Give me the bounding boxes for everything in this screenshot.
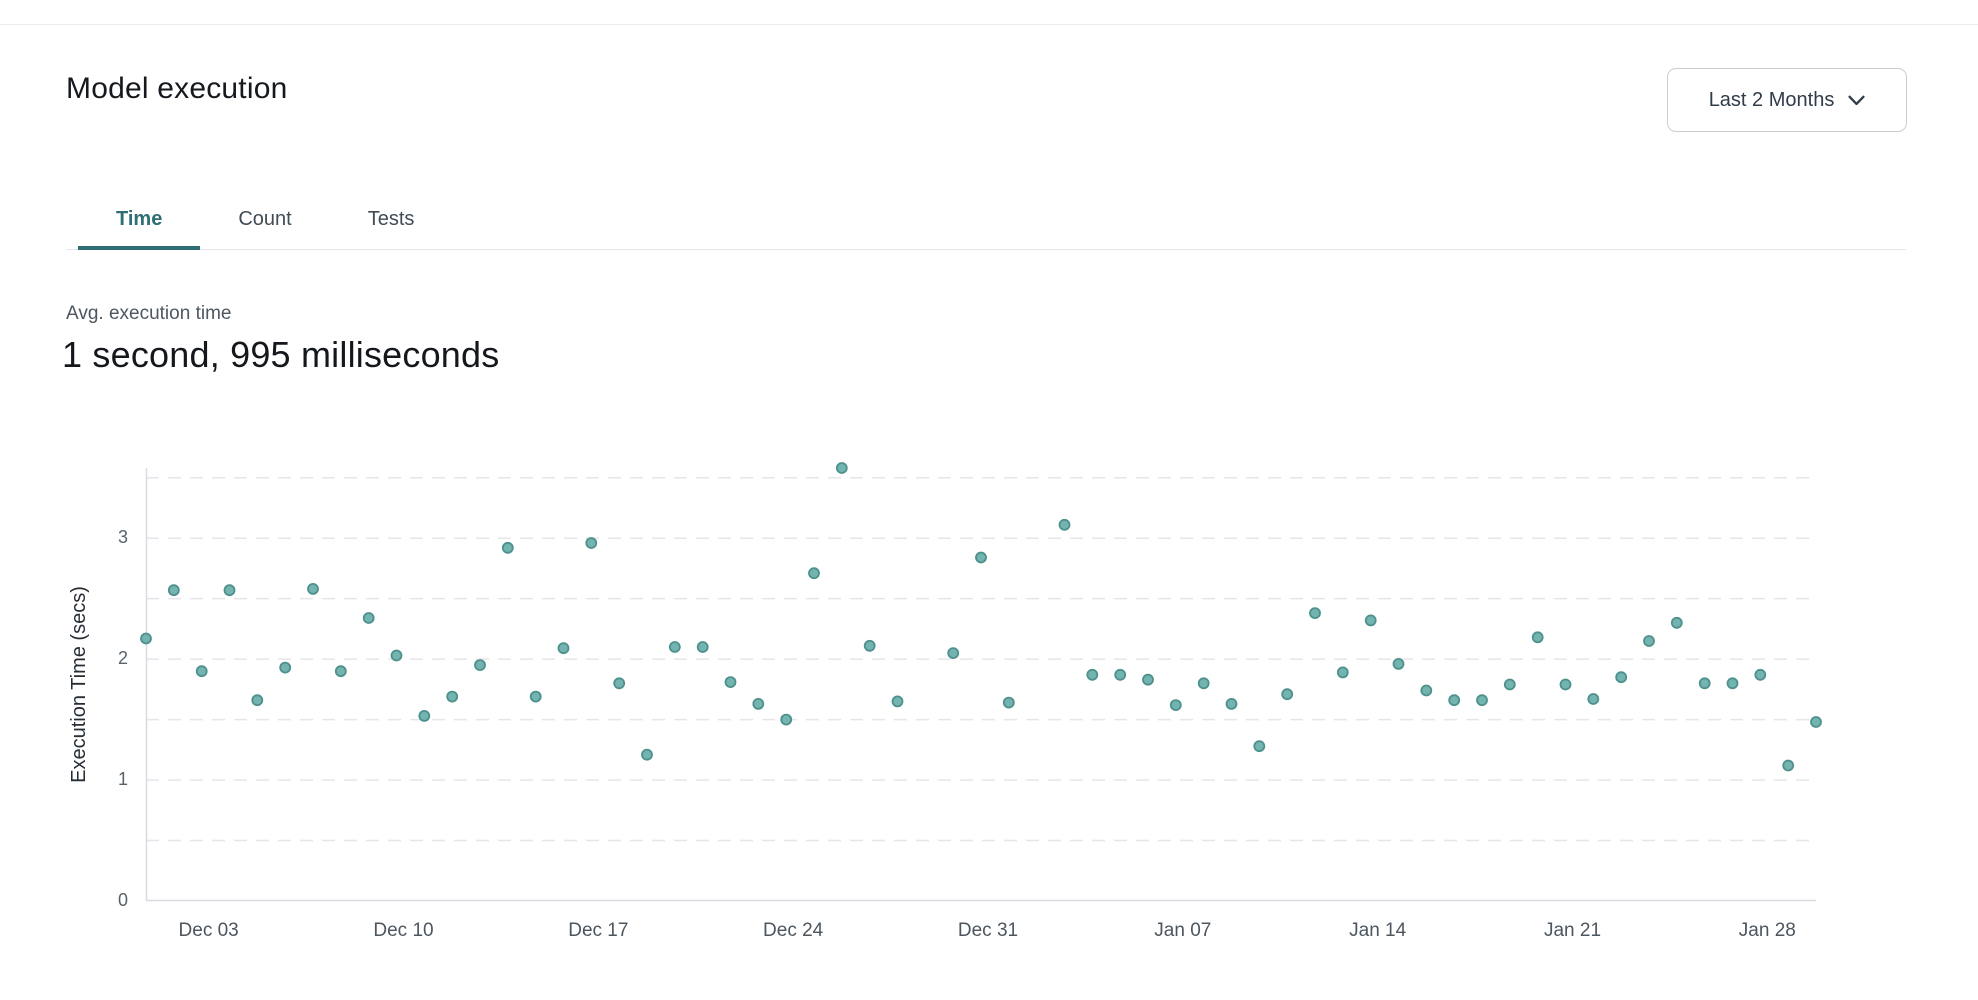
data-point[interactable] [1587,693,1600,705]
data-point[interactable] [668,641,681,653]
x-tick-label: Dec 31 [957,920,1019,941]
x-tick-label: Dec 24 [763,920,824,941]
x-tick-label: Jan 07 [1154,920,1212,941]
tab-count[interactable]: Count [238,208,292,230]
data-point[interactable] [1225,697,1238,710]
data-point[interactable] [529,690,542,703]
data-point[interactable] [167,584,180,597]
date-range-dropdown[interactable]: Last 2 Months [1667,68,1907,132]
data-point[interactable] [1002,696,1015,709]
x-tick-label: Dec 17 [568,920,629,941]
data-point[interactable] [724,676,737,689]
data-point[interactable] [446,690,459,703]
data-point[interactable] [891,695,904,708]
data-point[interactable] [1810,716,1822,728]
data-point[interactable] [307,583,319,595]
data-point[interactable] [1142,673,1154,686]
data-point[interactable] [1754,668,1767,681]
data-point[interactable] [696,641,709,653]
data-point[interactable] [1726,677,1739,690]
data-point[interactable] [752,697,765,710]
data-point[interactable] [501,541,514,554]
data-point[interactable] [947,647,960,660]
chevron-down-icon [1848,95,1865,105]
data-point[interactable] [1086,668,1099,681]
x-tick-label: Dec 10 [373,920,434,941]
x-tick-label: Jan 21 [1543,920,1602,941]
x-tick-label: Dec 03 [178,920,239,941]
y-tick-label: 0 [117,890,128,910]
data-point[interactable] [362,612,375,624]
data-point[interactable] [251,694,264,707]
tab-time[interactable]: Time [78,193,201,250]
data-point[interactable] [1670,616,1683,629]
data-point[interactable] [1309,607,1321,620]
x-tick-label: Jan 14 [1349,920,1407,941]
data-point[interactable] [1643,635,1655,647]
tabs-divider [66,249,1906,250]
data-point[interactable] [1531,631,1544,644]
date-range-value: Last 2 Months [1708,88,1835,111]
data-point[interactable] [1476,694,1488,707]
data-point[interactable] [474,659,486,672]
stat-value: 1 second, 995 milliseconds [62,334,500,375]
page-title: Model execution [66,72,288,105]
data-point[interactable] [863,639,876,652]
data-point[interactable] [1253,740,1266,753]
data-point[interactable] [1058,518,1071,531]
data-point[interactable] [835,462,848,474]
data-point[interactable] [418,709,431,722]
data-point[interactable] [557,642,570,655]
data-point[interactable] [1392,657,1405,670]
data-point[interactable] [1114,668,1127,681]
top-divider [0,24,1978,25]
data-point[interactable] [195,665,208,678]
y-tick-label: 2 [117,648,128,669]
y-tick-label: 1 [117,769,128,790]
data-point[interactable] [1503,678,1516,691]
data-point[interactable] [808,567,820,580]
data-point[interactable] [1169,699,1182,712]
data-point[interactable] [140,632,152,645]
data-point[interactable] [334,665,347,678]
tab-bar: Time Count Tests [78,193,452,250]
data-point[interactable] [1197,677,1210,690]
data-point[interactable] [641,748,653,761]
data-point[interactable] [1782,759,1795,772]
stat-label: Avg. execution time [66,303,232,324]
data-point[interactable] [613,677,626,690]
data-point[interactable] [780,713,793,726]
x-tick-label: Jan 28 [1738,920,1796,941]
data-point[interactable] [390,649,403,662]
tab-tests[interactable]: Tests [367,208,415,230]
data-point[interactable] [585,537,598,549]
data-point[interactable] [1615,671,1628,684]
data-point[interactable] [1448,694,1461,707]
y-tick-label: 3 [117,527,128,548]
data-point[interactable] [1364,614,1377,627]
data-point[interactable] [1281,688,1294,701]
data-point[interactable] [223,584,236,597]
data-point[interactable] [1698,677,1711,690]
data-point[interactable] [1559,678,1572,691]
data-point[interactable] [975,551,987,564]
data-point[interactable] [1336,666,1349,679]
data-point[interactable] [1420,684,1433,697]
data-point[interactable] [279,661,292,674]
scatter-chart [140,462,1822,902]
